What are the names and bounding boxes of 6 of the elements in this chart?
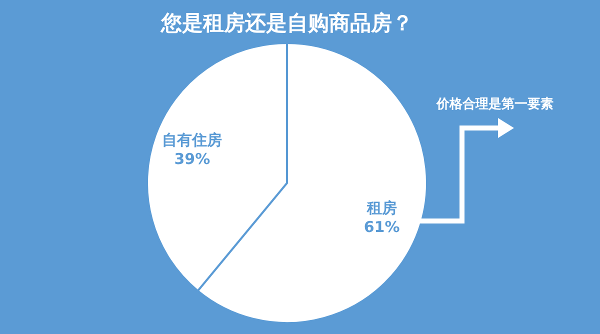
data-label: 39% [174, 150, 210, 168]
chart-title: 您是租房还是自购商品房？ [160, 11, 413, 35]
slice-label: 自有住房 [162, 130, 222, 149]
data-label: 61% [364, 218, 400, 236]
text: 价格合理是第一要素 [436, 96, 554, 112]
slice-label: 租房 [366, 199, 397, 218]
